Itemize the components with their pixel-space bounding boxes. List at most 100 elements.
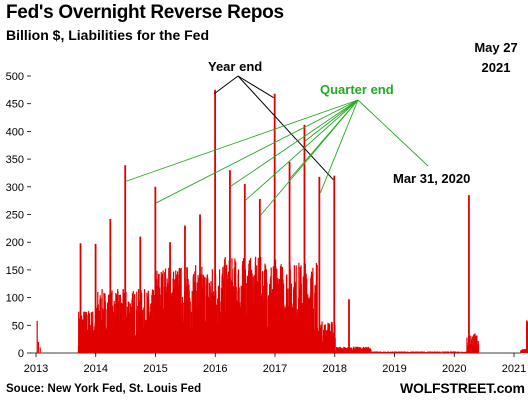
bar bbox=[312, 308, 315, 353]
bar bbox=[316, 264, 318, 353]
bar bbox=[436, 351, 438, 353]
quarter-end-leader bbox=[245, 99, 359, 201]
bar bbox=[134, 294, 136, 353]
bar bbox=[392, 352, 394, 353]
x-tick-label: 2017 bbox=[263, 363, 287, 375]
bar bbox=[295, 265, 297, 353]
bar bbox=[189, 301, 191, 353]
year-end-leader bbox=[237, 75, 334, 181]
annotations: Year end Quarter end Mar 31, 2020 May 27 202… bbox=[126, 40, 518, 216]
bar bbox=[152, 290, 155, 353]
spike-bar bbox=[139, 236, 142, 353]
bar bbox=[460, 351, 463, 353]
bar bbox=[37, 341, 39, 353]
y-tick-label: 350 bbox=[6, 154, 24, 166]
spike-bar bbox=[258, 198, 261, 353]
x-tick-label: 2013 bbox=[24, 363, 48, 375]
bar bbox=[355, 346, 358, 353]
x-tick-label: 2021 bbox=[502, 363, 526, 375]
bar bbox=[385, 352, 387, 353]
bar bbox=[320, 324, 322, 353]
bar bbox=[464, 352, 466, 353]
bar bbox=[224, 257, 226, 353]
bar bbox=[370, 349, 372, 353]
x-tick-label: 2018 bbox=[323, 363, 347, 375]
spike-bar bbox=[348, 299, 350, 353]
bar bbox=[237, 269, 240, 353]
y-tick-label: 100 bbox=[6, 293, 24, 305]
bar bbox=[394, 351, 396, 353]
bar bbox=[144, 325, 146, 353]
bar bbox=[421, 351, 423, 353]
bar bbox=[287, 288, 289, 353]
x-tick-label: 2020 bbox=[442, 363, 466, 375]
bar bbox=[180, 267, 182, 353]
quarter-end-leader bbox=[126, 99, 359, 182]
spike-bar bbox=[318, 176, 321, 353]
annotation-year-end: Year end bbox=[208, 59, 262, 74]
bar bbox=[270, 267, 272, 353]
bar bbox=[39, 347, 41, 353]
bar bbox=[248, 260, 251, 353]
y-tick-label: 50 bbox=[12, 320, 24, 332]
annotation-mar31: Mar 31, 2020 bbox=[393, 171, 470, 186]
bar bbox=[380, 352, 383, 353]
source-note: Souce: New York Fed, St. Louis Fed bbox=[6, 383, 202, 395]
bar bbox=[177, 285, 180, 353]
quarter-end-leader bbox=[290, 99, 359, 179]
bar bbox=[383, 351, 385, 353]
bar bbox=[523, 349, 526, 353]
x-tick-label: 2016 bbox=[203, 363, 227, 375]
bar bbox=[354, 346, 356, 353]
y-tick-label: 500 bbox=[6, 71, 24, 83]
bar bbox=[471, 336, 473, 353]
bar bbox=[78, 311, 80, 353]
bar bbox=[371, 351, 374, 353]
y-tick-label: 450 bbox=[6, 99, 24, 111]
quarter-end-leader bbox=[156, 99, 359, 204]
annotation-may27-year: 2021 bbox=[482, 60, 511, 75]
bar bbox=[321, 321, 323, 353]
bar bbox=[88, 313, 91, 353]
bar bbox=[377, 352, 379, 353]
bar bbox=[251, 273, 253, 353]
bar bbox=[104, 301, 106, 353]
bar bbox=[191, 290, 193, 353]
spike-bar bbox=[94, 243, 97, 353]
spike-bar bbox=[468, 195, 470, 353]
bar bbox=[425, 351, 427, 353]
spike-bar bbox=[79, 243, 82, 353]
year-end-leader bbox=[213, 75, 239, 95]
spike-bar bbox=[109, 218, 112, 353]
bar bbox=[204, 277, 206, 353]
bar bbox=[428, 351, 430, 353]
bar bbox=[357, 346, 359, 353]
spike-bar bbox=[288, 161, 291, 353]
bar bbox=[165, 286, 167, 353]
bar bbox=[477, 344, 480, 353]
chart-subtitle: Billion $, Liabilities for the Fed bbox=[6, 27, 210, 43]
bar bbox=[449, 352, 451, 353]
bar bbox=[218, 269, 221, 353]
bar bbox=[162, 270, 164, 353]
bar bbox=[405, 351, 407, 353]
y-tick-label: 250 bbox=[6, 210, 24, 222]
bar bbox=[457, 351, 459, 353]
bar bbox=[458, 352, 461, 353]
bar bbox=[451, 351, 454, 353]
spike-bar bbox=[199, 214, 201, 353]
bar bbox=[417, 351, 419, 353]
bar bbox=[178, 267, 181, 353]
x-tick-label: 2019 bbox=[382, 363, 406, 375]
quarter-end-leader bbox=[319, 99, 359, 193]
bar bbox=[381, 352, 384, 353]
year-end-leader bbox=[237, 75, 274, 99]
chart-title: Fed's Overnight Reverse Repos bbox=[6, 2, 284, 23]
spike-bar bbox=[184, 225, 186, 353]
bar bbox=[432, 351, 434, 353]
bar bbox=[309, 296, 311, 353]
quarter-end-leader bbox=[305, 99, 359, 142]
annotation-quarter-end: Quarter end bbox=[320, 82, 394, 97]
spike-bar bbox=[124, 165, 127, 353]
bar bbox=[462, 351, 464, 353]
